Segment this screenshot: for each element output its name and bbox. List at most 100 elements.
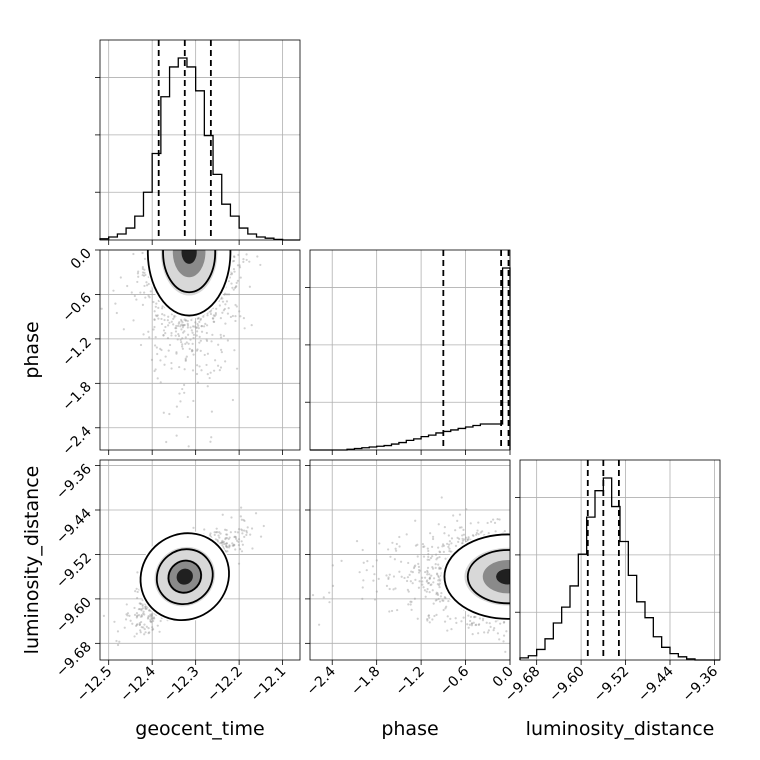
- scatter-point: [156, 314, 159, 317]
- scatter-point: [220, 541, 223, 544]
- scatter-point: [170, 367, 173, 370]
- scatter-point: [375, 559, 378, 562]
- scatter-point: [496, 632, 500, 635]
- scatter-point: [246, 526, 249, 529]
- scatter-point: [185, 355, 188, 358]
- scatter-point: [399, 560, 403, 563]
- scatter-point: [175, 434, 178, 437]
- scatter-point: [226, 339, 229, 342]
- scatter-point: [328, 591, 331, 594]
- contour-2: [167, 559, 202, 594]
- scatter-point: [161, 313, 164, 316]
- scatter-point: [457, 540, 460, 543]
- scatter-point: [432, 602, 435, 605]
- scatter-point: [187, 445, 190, 448]
- scatter-point: [411, 571, 414, 574]
- scatter-point: [398, 545, 401, 548]
- scatter-point: [232, 544, 235, 547]
- scatter-point: [183, 391, 186, 394]
- scatter-point: [231, 314, 234, 318]
- scatter-point: [176, 324, 180, 327]
- scatter-point: [331, 564, 334, 567]
- scatter-point: [137, 270, 140, 273]
- scatter-point: [183, 330, 186, 333]
- scatter-point: [438, 582, 441, 585]
- scatter-point: [234, 303, 237, 307]
- scatter-point: [223, 307, 226, 311]
- scatter-point: [470, 624, 474, 627]
- scatter-point: [235, 285, 238, 288]
- scatter-point: [234, 285, 237, 289]
- scatter-point: [473, 615, 476, 618]
- x-tick-label-luminosity-distance-4: −9.36: [680, 663, 722, 705]
- scatter-point: [139, 629, 142, 632]
- scatter-point: [199, 339, 202, 342]
- panel-frame: [99, 39, 301, 241]
- scatter-point: [136, 596, 139, 600]
- scatter-point: [435, 572, 439, 575]
- y-tick-label-phase-3: −0.6: [59, 290, 94, 325]
- scatter-point: [236, 279, 239, 282]
- scatter-point: [502, 621, 506, 624]
- scatter-point: [218, 304, 221, 307]
- scatter-point: [181, 347, 184, 350]
- scatter-point: [408, 573, 411, 576]
- scatter-point: [228, 544, 231, 548]
- scatter-point: [224, 303, 227, 306]
- scatter-point: [180, 328, 183, 331]
- scatter-point: [436, 592, 439, 595]
- scatter-point: [392, 575, 396, 578]
- scatter-point: [225, 542, 228, 545]
- scatter-point: [437, 579, 440, 582]
- scatter-point: [133, 606, 136, 610]
- scatter-point: [395, 549, 398, 552]
- scatter-point: [174, 327, 177, 330]
- scatter-point: [256, 255, 259, 258]
- scatter-point: [125, 613, 128, 616]
- scatter-point: [245, 258, 248, 262]
- scatter-point: [447, 599, 450, 603]
- scatter-point: [239, 315, 242, 318]
- scatter-point: [475, 623, 478, 626]
- scatter-point: [177, 334, 181, 338]
- scatter-point: [318, 623, 321, 626]
- scatter-point: [136, 571, 139, 574]
- scatter-point: [243, 535, 246, 538]
- scatter-point: [496, 518, 499, 521]
- scatter-point: [458, 513, 462, 516]
- scatter-point: [240, 550, 244, 553]
- scatter-point: [143, 291, 146, 294]
- scatter-point: [192, 399, 195, 403]
- scatter-point: [479, 531, 482, 534]
- scatter-point: [130, 291, 133, 294]
- scatter-point: [197, 316, 200, 320]
- scatter-point: [503, 620, 506, 624]
- x-tick-label-luminosity-distance-3: −9.44: [635, 663, 677, 705]
- scatter-point: [435, 613, 438, 616]
- scatter-point: [470, 622, 474, 625]
- scatter-point: [137, 613, 141, 617]
- scatter-point: [237, 544, 241, 547]
- scatter-point: [449, 550, 453, 553]
- scatter-point: [486, 631, 490, 634]
- scatter-point: [223, 292, 227, 295]
- y-tick-label-luminosity-distance-3: −9.44: [53, 505, 95, 547]
- scatter-point: [196, 381, 200, 384]
- scatter-point: [428, 591, 431, 594]
- scatter-point: [140, 615, 144, 618]
- scatter-point: [259, 535, 263, 538]
- scatter-point: [426, 558, 429, 561]
- scatter-point: [421, 542, 425, 546]
- scatter-point: [231, 544, 234, 547]
- scatter-point: [406, 576, 410, 579]
- scatter-point: [209, 440, 212, 443]
- scatter-point: [175, 327, 178, 330]
- scatter-point: [138, 623, 141, 626]
- scatter-point: [150, 614, 154, 617]
- scatter-point: [237, 562, 241, 565]
- scatter-point: [428, 577, 431, 580]
- scatter-point: [196, 317, 199, 320]
- scatter-point: [219, 333, 222, 336]
- scatter-point: [186, 326, 189, 329]
- scatter-point: [185, 341, 188, 344]
